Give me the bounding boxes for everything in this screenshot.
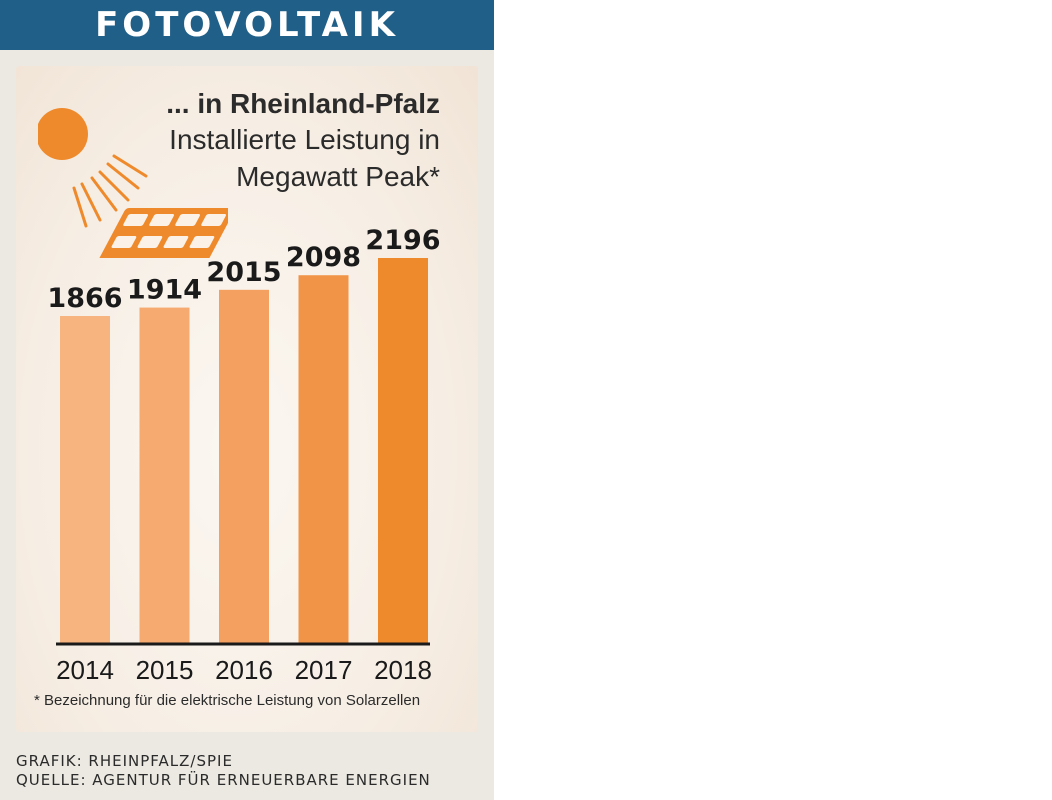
- x-tick-label-2016: 2016: [215, 655, 273, 685]
- bar-2014: [60, 316, 110, 644]
- data-label-2017: 2098: [286, 242, 361, 273]
- bar-2015: [139, 307, 190, 644]
- x-tick-label-2014: 2014: [56, 655, 114, 685]
- header-title: FOTOVOLTAIK: [95, 5, 399, 45]
- bar-2017: [298, 275, 349, 644]
- sun-rays: [72, 154, 148, 228]
- chart-subtitle-line-2: Megawatt Peak*: [236, 161, 440, 192]
- sun-and-panel-illustration: [38, 108, 228, 258]
- data-label-2014: 1866: [47, 283, 122, 314]
- data-label-2016: 2015: [206, 257, 281, 288]
- chart-subtitle-line-1: Installierte Leistung in: [169, 124, 440, 155]
- credit-source: QUELLE: AGENTUR FÜR ERNEUERBARE ENERGIEN: [16, 771, 431, 789]
- data-label-2015: 1914: [127, 275, 202, 306]
- chart-title: ... in Rheinland-Pfalz: [166, 88, 440, 119]
- infographic-panel: FOTOVOLTAIK: [0, 0, 494, 800]
- x-tick-label-2017: 2017: [295, 655, 353, 685]
- solar-panel-icon: [91, 208, 228, 258]
- sun-icon: [38, 108, 88, 160]
- bar-2016: [219, 289, 269, 644]
- chart-card: ... in Rheinland-Pfalz Installierte Leis…: [16, 66, 478, 732]
- footnote: * Bezeichnung für die elektrische Leistu…: [34, 692, 421, 709]
- x-tick-label-2018: 2018: [374, 655, 432, 685]
- x-tick-label-2015: 2015: [136, 655, 194, 685]
- credits: GRAFIK: RHEINPFALZ/SPIE QUELLE: AGENTUR …: [16, 752, 431, 790]
- bar-2018: [378, 258, 428, 644]
- credit-graphic: GRAFIK: RHEINPFALZ/SPIE: [16, 752, 233, 770]
- header-bar: FOTOVOLTAIK: [0, 0, 494, 50]
- data-label-2018: 2196: [365, 225, 440, 256]
